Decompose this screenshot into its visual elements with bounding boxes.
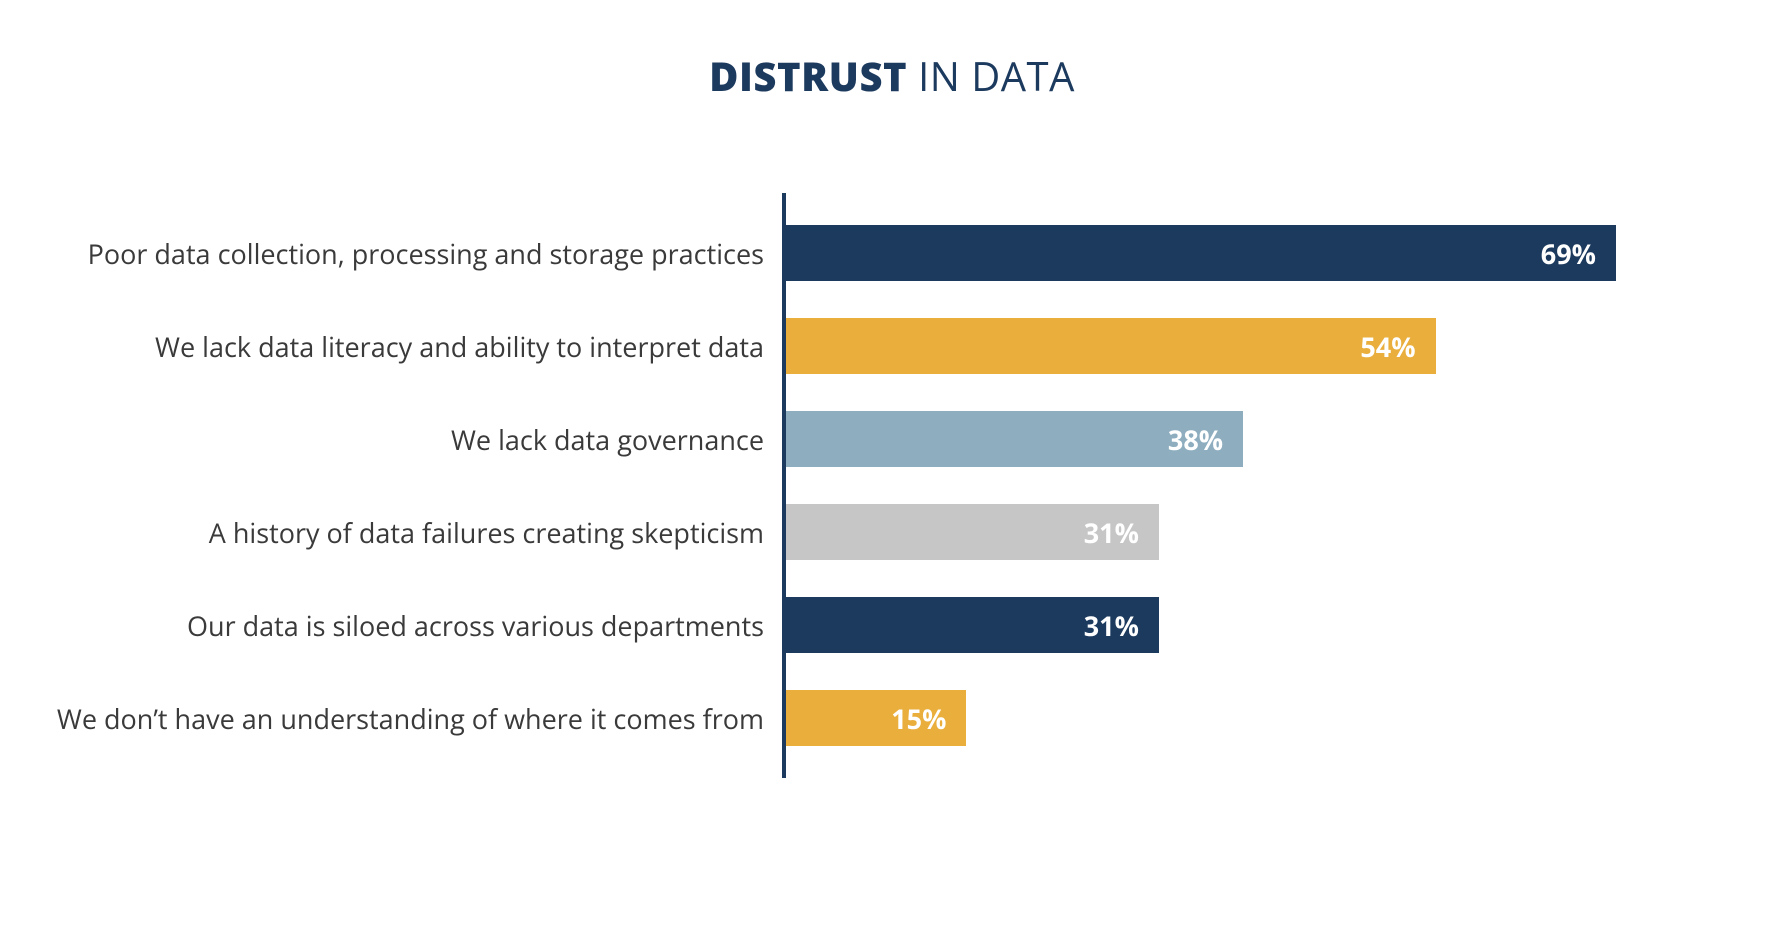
bar-label: We don’t have an understanding of where …: [142, 690, 782, 746]
bar-value: 15%: [891, 700, 946, 737]
bar: 31%: [786, 504, 1159, 560]
chart-title-light: IN DATA: [907, 48, 1075, 103]
bar-label: We lack data governance: [142, 411, 782, 467]
bar: 15%: [786, 690, 966, 746]
plot-area: 69% 54% 38% 31% 31% 15%: [782, 193, 1642, 778]
bar-label: A history of data failures creating skep…: [142, 504, 782, 560]
bar: 69%: [786, 225, 1616, 281]
chart-title: DISTRUST IN DATA: [142, 48, 1642, 103]
y-axis-labels: Poor data collection, processing and sto…: [142, 193, 782, 778]
chart-title-bold: DISTRUST: [709, 48, 907, 103]
bar-value: 31%: [1084, 514, 1139, 551]
bar-label: Poor data collection, processing and sto…: [142, 225, 782, 281]
bar-chart: Poor data collection, processing and sto…: [142, 193, 1642, 778]
bar-value: 69%: [1541, 235, 1596, 272]
bar: 31%: [786, 597, 1159, 653]
bar-value: 31%: [1084, 607, 1139, 644]
bar: 54%: [786, 318, 1436, 374]
bar: 38%: [786, 411, 1243, 467]
bar-label: Our data is siloed across various depart…: [142, 597, 782, 653]
bar-value: 38%: [1168, 421, 1223, 458]
bars-group: 69% 54% 38% 31% 31% 15%: [786, 193, 1642, 778]
bar-value: 54%: [1360, 328, 1415, 365]
bar-label: We lack data literacy and ability to int…: [142, 318, 782, 374]
chart-container: DISTRUST IN DATA Poor data collection, p…: [142, 0, 1642, 778]
